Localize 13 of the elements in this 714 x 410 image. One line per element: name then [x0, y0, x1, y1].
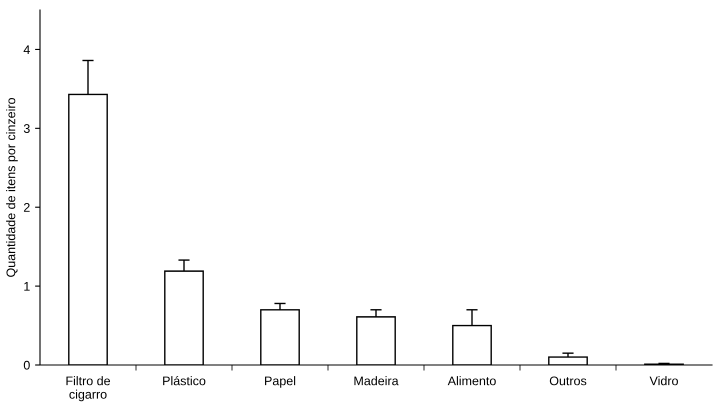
y-axis-title: Quantidade de itens por cinzeiro	[6, 98, 18, 277]
x-tick-label: Plástico	[163, 376, 206, 386]
y-tick-label: 4	[24, 45, 30, 54]
x-tick-label: Madeira	[354, 376, 399, 386]
x-tick-label: Vidro	[650, 376, 678, 386]
y-tick-label: 3	[24, 124, 30, 133]
y-tick-label: 0	[24, 360, 30, 370]
x-tick-label: Alimento	[448, 376, 496, 386]
y-tick-label: 2	[24, 203, 30, 212]
x-tick-label: Papel	[265, 376, 296, 388]
x-tick-label: Outros	[550, 376, 586, 386]
x-tick-label: Filtro de cigarro	[66, 376, 110, 402]
y-tick-label: 1	[24, 282, 30, 291]
